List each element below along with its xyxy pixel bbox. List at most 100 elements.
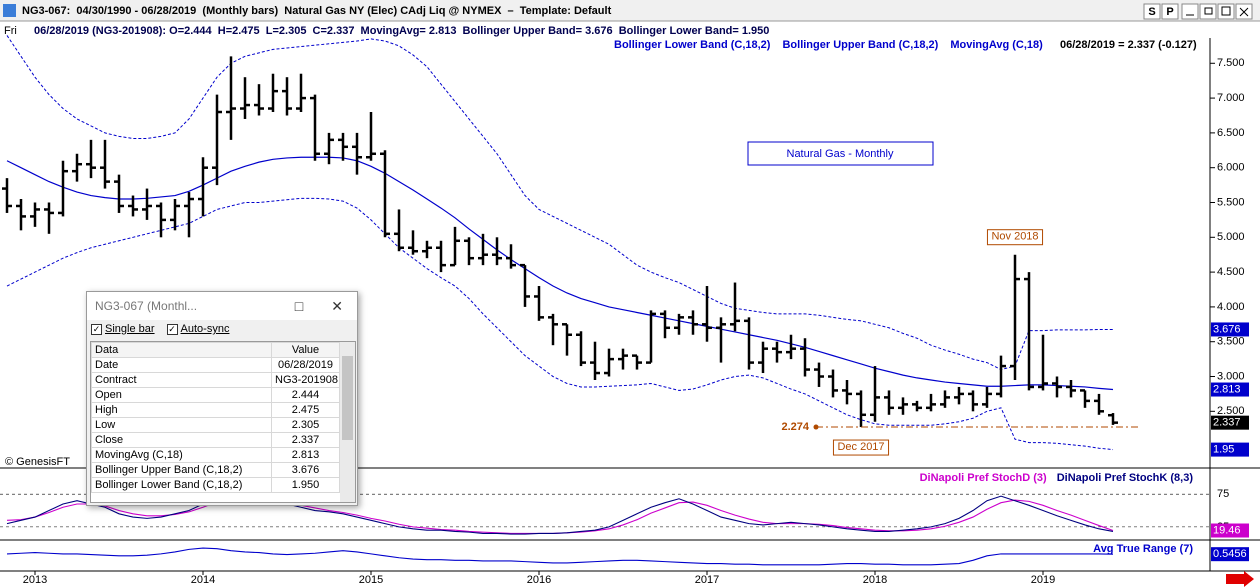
- minimize-button[interactable]: □: [294, 297, 304, 314]
- legend-entry: MovingAvg (C,18): [950, 39, 1043, 51]
- table-cell: MovingAvg (C,18): [91, 447, 272, 463]
- low-marker: [813, 424, 819, 430]
- scroll-thumb[interactable]: [342, 356, 353, 440]
- option[interactable]: ✓ Single bar: [91, 323, 155, 335]
- checkbox[interactable]: ✓: [166, 323, 178, 335]
- annotation-label: Nov 2018: [991, 231, 1038, 243]
- table-cell: Close: [91, 432, 272, 448]
- table-row: Close 2.337: [91, 432, 340, 448]
- series-value-badge: 3.676: [1213, 323, 1241, 335]
- table-cell: Value: [271, 342, 340, 358]
- chart-title: Natural Gas - Monthly: [787, 148, 894, 160]
- y-tick-label: 7.500: [1217, 57, 1245, 69]
- copyright: © GenesisFT: [5, 456, 70, 468]
- table-cell: Low: [91, 417, 272, 433]
- option-label: Single bar: [105, 323, 155, 335]
- x-tick-label: 2016: [527, 574, 551, 586]
- checkbox[interactable]: ✓: [91, 323, 102, 335]
- data-window-buttons: □ ✕: [295, 298, 357, 315]
- panel-tick-label: 75: [1217, 488, 1229, 500]
- panel-legend-entry: DiNapoli Pref StochK (8,3): [1057, 472, 1194, 484]
- data-window-titlebar: NG3-067 (Monthl... □ ✕: [87, 292, 357, 320]
- option-label: Auto-sync: [180, 323, 230, 335]
- table-row: Low 2.305: [91, 417, 340, 433]
- close-value-badge: 2.337: [1213, 417, 1241, 429]
- table-row: High 2.475: [91, 402, 340, 418]
- y-tick-label: 5.000: [1217, 231, 1245, 243]
- indicator-line: [6, 156, 1114, 391]
- options: ✓ Single bar ✓ Auto-sync: [87, 320, 357, 338]
- series-value-badge-bg: [1211, 382, 1249, 397]
- series-value-badge: 1.95: [1213, 444, 1234, 456]
- table-cell: 1.950: [271, 477, 340, 493]
- close-glyph: [1239, 7, 1249, 17]
- y-tick-label: 5.500: [1217, 196, 1245, 208]
- y-tick-label: 6.500: [1217, 127, 1245, 139]
- table-cell: Date: [91, 357, 272, 373]
- panel-legend-entry: Avg True Range (7): [1093, 543, 1193, 555]
- y-tick-label: 2.500: [1217, 405, 1245, 417]
- p-button-label[interactable]: P: [1166, 6, 1173, 18]
- legend-entry: Bollinger Upper Band (C,18,2): [782, 39, 938, 51]
- table-cell: 3.676: [271, 462, 340, 478]
- maximize-button[interactable]: [1217, 3, 1235, 20]
- y-tick-label: 3.000: [1217, 370, 1245, 382]
- minimize-button[interactable]: [1181, 3, 1199, 20]
- table-row: Data Value: [91, 342, 340, 358]
- low-label: 2.274: [781, 421, 809, 433]
- legend-entry: Bollinger Lower Band (C,18,2): [614, 39, 771, 51]
- y-tick-label: 4.000: [1217, 301, 1245, 313]
- s-button[interactable]: [1143, 3, 1161, 20]
- panel-line: [6, 493, 1114, 535]
- y-tick-label: 7.000: [1217, 92, 1245, 104]
- panel-value-badge: 0.5456: [1213, 548, 1247, 560]
- restore-button[interactable]: [1199, 3, 1217, 20]
- close-button[interactable]: ✕: [331, 297, 343, 314]
- table-cell: Data: [91, 342, 272, 358]
- y-tick-label: 6.000: [1217, 162, 1245, 174]
- table-cell: Bollinger Lower Band (C,18,2): [91, 477, 272, 493]
- table-row: Bollinger Upper Band (C,18,2) 3.676: [91, 462, 340, 478]
- table-row: Bollinger Lower Band (C,18,2) 1.950: [91, 477, 340, 493]
- p-button[interactable]: [1161, 3, 1179, 20]
- table-row: Date 06/28/2019: [91, 357, 340, 373]
- data-window-title: NG3-067 (Monthl...: [95, 299, 198, 313]
- close-value-badge-bg: [1211, 415, 1249, 430]
- panel-line: [6, 547, 1114, 566]
- table-cell: NG3-201908: [271, 372, 340, 388]
- table-row: Open 2.444: [91, 387, 340, 403]
- restore-glyph: [1204, 7, 1213, 15]
- series-value-badge: 2.813: [1213, 383, 1241, 395]
- panel-value-badge-bg: [1211, 547, 1249, 562]
- table-cell: Bollinger Upper Band (C,18,2): [91, 462, 272, 478]
- s-button-label[interactable]: S: [1148, 6, 1155, 18]
- x-tick-label: 2017: [695, 574, 719, 586]
- table-cell: 2.305: [271, 417, 340, 433]
- x-tick-label: 2019: [1031, 574, 1055, 586]
- info-day: Fri: [4, 25, 17, 37]
- table-cell: High: [91, 402, 272, 418]
- control-glyphs: [1186, 6, 1249, 17]
- panel-legend-entry: DiNapoli Pref StochD (3): [920, 472, 1047, 484]
- data-window[interactable]: NG3-067 (Monthl... □ ✕ ✓ Single bar ✓ Auto-s…: [86, 291, 358, 506]
- data-table: Data Value Date 06/28/2019 Contract NG3-20190…: [91, 342, 340, 493]
- app-icon: [3, 4, 16, 17]
- title-bar: [0, 0, 1260, 21]
- x-tick-label: 2015: [359, 574, 383, 586]
- table-cell: Open: [91, 387, 272, 403]
- data-table-frame: Data Value Date 06/28/2019 Contract NG3-20190…: [90, 341, 356, 503]
- table-cell: 2.475: [271, 402, 340, 418]
- scroll-arrow[interactable]: [1226, 571, 1254, 587]
- scrollbar[interactable]: [340, 342, 355, 502]
- option[interactable]: ✓ Auto-sync: [166, 323, 230, 335]
- table-cell: Contract: [91, 372, 272, 388]
- indicator-line: [6, 35, 1113, 371]
- x-tick-label: 2014: [191, 574, 215, 586]
- indicator-line: [6, 197, 1114, 451]
- y-tick-label: 4.500: [1217, 266, 1245, 278]
- info-text: 06/28/2019 (NG3-201908): O=2.444 H=2.475…: [34, 25, 769, 37]
- annotation-box: [832, 439, 890, 456]
- last-value-label: 06/28/2019 = 2.337 (-0.127): [1060, 39, 1197, 51]
- table-cell: 2.813: [271, 447, 340, 463]
